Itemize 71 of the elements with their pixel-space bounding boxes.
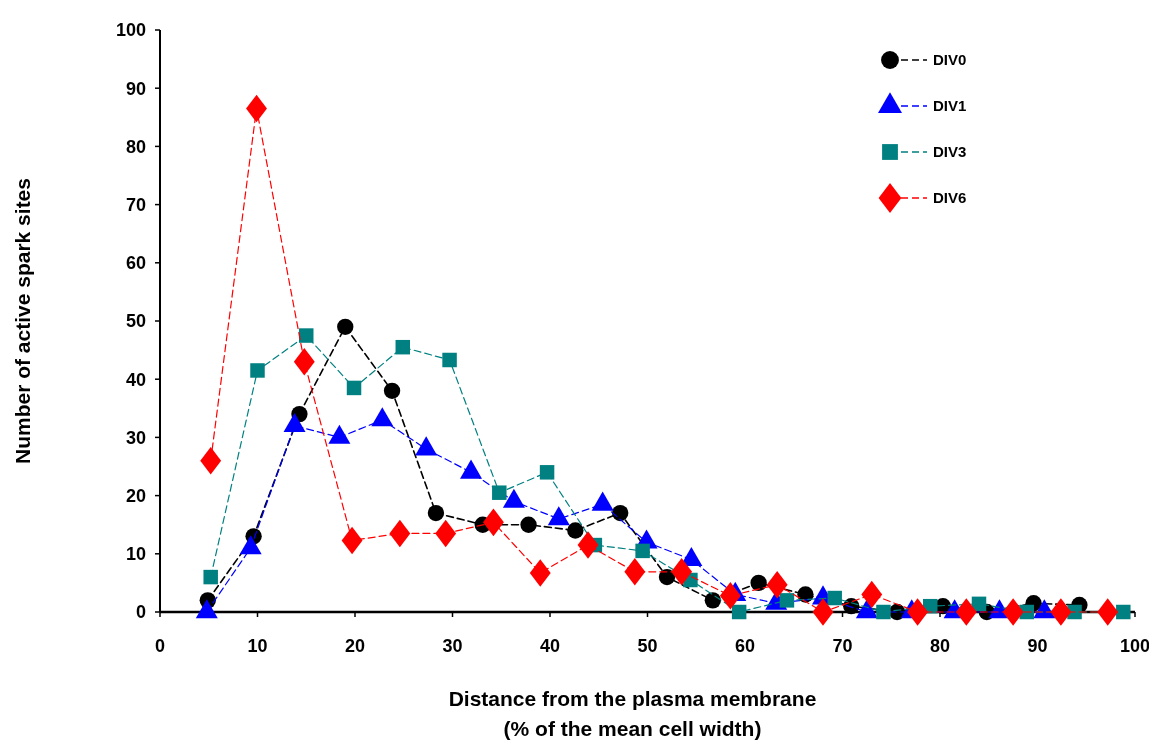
point bbox=[1050, 598, 1072, 626]
point bbox=[293, 347, 315, 376]
point bbox=[658, 568, 676, 586]
point bbox=[520, 516, 537, 533]
x-tick-label: 0 bbox=[154, 636, 166, 656]
y-tick-label: 100 bbox=[115, 20, 146, 41]
x-tick-label: 70 bbox=[832, 636, 853, 656]
y-tick-label: 30 bbox=[125, 427, 146, 448]
point bbox=[483, 508, 504, 537]
y-tick-label: 10 bbox=[125, 544, 146, 565]
point bbox=[346, 380, 362, 396]
x-tick-label: 50 bbox=[637, 636, 658, 656]
point bbox=[577, 531, 599, 559]
point bbox=[539, 465, 555, 480]
point bbox=[529, 559, 551, 587]
point bbox=[612, 504, 629, 522]
point bbox=[299, 328, 314, 343]
point bbox=[383, 382, 401, 399]
point bbox=[812, 598, 834, 626]
point bbox=[492, 485, 507, 500]
y-tick-label: 20 bbox=[125, 485, 146, 506]
legend-label: DIV0 bbox=[933, 51, 967, 69]
x-tick-label: 60 bbox=[734, 636, 756, 656]
point bbox=[1116, 604, 1131, 620]
point bbox=[731, 604, 747, 620]
y-tick-label: 90 bbox=[125, 78, 146, 99]
x-tick-label: 90 bbox=[1027, 636, 1048, 656]
point bbox=[779, 593, 795, 608]
point bbox=[250, 363, 265, 378]
point bbox=[442, 352, 457, 368]
y-tick-label: 40 bbox=[125, 369, 146, 390]
point bbox=[246, 94, 267, 123]
point bbox=[427, 504, 445, 522]
point bbox=[203, 569, 218, 585]
y-tick-label: 60 bbox=[125, 253, 146, 274]
y-tick-label: 50 bbox=[125, 311, 146, 332]
point bbox=[1097, 598, 1119, 626]
point bbox=[766, 570, 788, 599]
point bbox=[200, 446, 222, 475]
x-tick-label: 40 bbox=[539, 636, 561, 656]
legend-label: DIV6 bbox=[933, 189, 967, 207]
point bbox=[907, 598, 929, 626]
y-tick-label: 0 bbox=[135, 602, 146, 623]
point bbox=[395, 339, 411, 355]
x-tick-label: 80 bbox=[929, 636, 951, 656]
y-tick-label: 70 bbox=[125, 194, 146, 215]
point bbox=[704, 592, 721, 609]
point bbox=[635, 543, 650, 559]
point bbox=[624, 558, 646, 586]
point bbox=[337, 318, 354, 335]
y-axis-title: Number of active spark sites bbox=[11, 178, 34, 464]
legend-label: DIV1 bbox=[933, 97, 967, 115]
x-axis-title: Distance from the plasma membrane (% of the mean cell width) bbox=[448, 687, 817, 740]
point bbox=[567, 522, 584, 539]
x-tick-label: 10 bbox=[247, 636, 268, 656]
point bbox=[827, 590, 842, 606]
point bbox=[389, 519, 411, 548]
y-tick-label: 80 bbox=[125, 136, 146, 157]
x-tick-label: 100 bbox=[1119, 636, 1149, 656]
point bbox=[750, 574, 767, 592]
point bbox=[719, 581, 741, 610]
point bbox=[861, 580, 883, 609]
point bbox=[876, 604, 891, 620]
x-tick-label: 30 bbox=[442, 636, 463, 656]
x-tick-label: 20 bbox=[344, 636, 366, 656]
legend-label: DIV3 bbox=[933, 143, 967, 161]
point bbox=[341, 526, 363, 555]
point bbox=[435, 519, 457, 548]
point bbox=[1002, 598, 1024, 626]
point bbox=[671, 558, 693, 586]
point bbox=[955, 598, 977, 626]
